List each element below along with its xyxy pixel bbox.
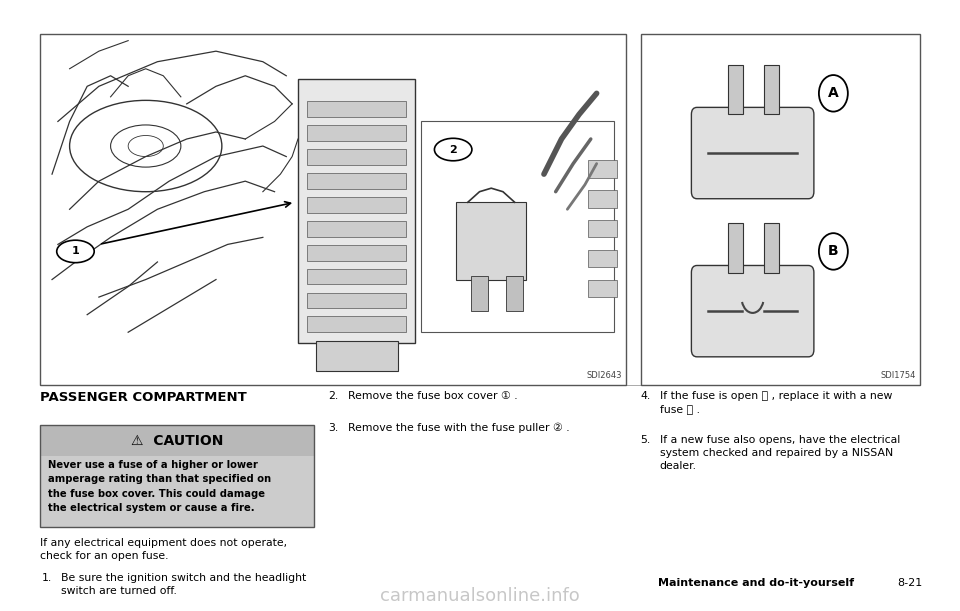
Text: 2.: 2. <box>328 391 339 401</box>
Text: Be sure the ignition switch and the headlight
switch are turned off.: Be sure the ignition switch and the head… <box>61 573 306 596</box>
Circle shape <box>435 138 472 161</box>
Bar <box>588 160 617 178</box>
Bar <box>307 173 406 189</box>
Text: If the fuse is open Ⓐ , replace it with a new
fuse Ⓑ .: If the fuse is open Ⓐ , replace it with … <box>660 391 892 414</box>
Bar <box>764 223 780 273</box>
Text: Maintenance and do-it-yourself: Maintenance and do-it-yourself <box>658 578 853 588</box>
Text: PASSENGER COMPARTMENT: PASSENGER COMPARTMENT <box>40 391 247 404</box>
Bar <box>307 269 406 285</box>
Bar <box>728 65 743 114</box>
FancyBboxPatch shape <box>691 108 814 199</box>
Text: ⚠  CAUTION: ⚠ CAUTION <box>131 434 224 447</box>
Text: 8-21: 8-21 <box>898 578 923 588</box>
Text: 3.: 3. <box>328 423 339 433</box>
Text: 2: 2 <box>449 145 457 155</box>
Bar <box>588 220 617 238</box>
Text: Remove the fuse box cover ① .: Remove the fuse box cover ① . <box>348 391 517 401</box>
Text: B: B <box>828 244 839 258</box>
Bar <box>298 79 415 343</box>
Bar <box>764 65 780 114</box>
Bar <box>728 223 743 273</box>
Bar <box>588 250 617 267</box>
Bar <box>307 316 406 332</box>
Text: SDI1754: SDI1754 <box>880 371 916 380</box>
FancyBboxPatch shape <box>691 265 814 357</box>
Bar <box>307 245 406 260</box>
Text: 1.: 1. <box>42 573 53 583</box>
Text: Remove the fuse with the fuse puller ② .: Remove the fuse with the fuse puller ② . <box>348 423 569 433</box>
Bar <box>40 34 626 385</box>
Bar <box>456 202 526 280</box>
Bar <box>506 276 523 311</box>
Bar <box>307 101 406 117</box>
Bar <box>588 190 617 208</box>
Bar <box>307 221 406 236</box>
Text: carmanualsonline.info: carmanualsonline.info <box>380 587 580 605</box>
Text: If a new fuse also opens, have the electrical
system checked and repaired by a N: If a new fuse also opens, have the elect… <box>660 435 900 472</box>
Bar <box>316 341 397 371</box>
Text: 4.: 4. <box>640 391 651 401</box>
Text: 1: 1 <box>72 246 80 257</box>
Text: 5.: 5. <box>640 435 651 445</box>
Bar <box>307 125 406 141</box>
Text: Never use a fuse of a higher or lower
amperage rating than that specified on
the: Never use a fuse of a higher or lower am… <box>48 460 271 513</box>
Text: If any electrical equipment does not operate,
check for an open fuse.: If any electrical equipment does not ope… <box>40 538 287 561</box>
Bar <box>307 149 406 165</box>
Bar <box>40 425 314 456</box>
Bar <box>470 276 489 311</box>
Bar <box>40 456 314 527</box>
Bar <box>307 293 406 309</box>
Bar <box>641 34 920 385</box>
Bar <box>420 122 614 332</box>
Bar <box>307 197 406 213</box>
Text: A: A <box>828 86 839 100</box>
Circle shape <box>57 240 94 263</box>
Bar <box>588 279 617 297</box>
Bar <box>40 425 314 527</box>
Text: SDI2643: SDI2643 <box>587 371 622 380</box>
